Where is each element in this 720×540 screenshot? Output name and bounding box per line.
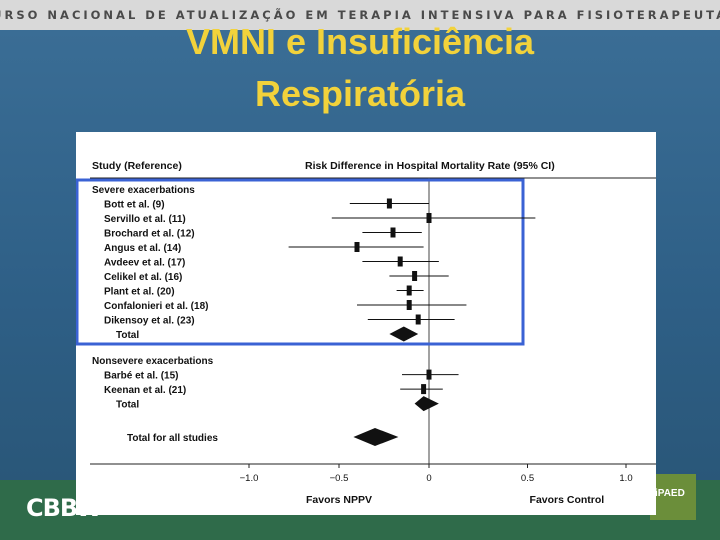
study-label: Barbé et al. (15) [104, 371, 178, 382]
study-label: Confalonieri et al. (18) [104, 301, 208, 312]
point-estimate [406, 300, 412, 310]
point-estimate [415, 314, 421, 325]
x-tick-label: −0.5 [330, 473, 349, 484]
point-estimate [426, 213, 432, 223]
study-label: Angus et al. (14) [104, 243, 181, 254]
slide-title-line-2: Respiratória [254, 73, 466, 114]
pooled-diamond [414, 396, 439, 412]
point-estimate [412, 271, 418, 281]
x-right-label: Favors Control [530, 494, 605, 506]
header-risk-difference: Risk Difference in Hospital Mortality Ra… [305, 160, 555, 172]
point-estimate [354, 242, 360, 252]
x-tick-label: −1.0 [240, 473, 259, 484]
group-label: Nonsevere exacerbations [92, 356, 214, 367]
study-label: Bott et al. (9) [104, 200, 165, 211]
highlight-box [76, 178, 525, 346]
forest-plot: Study (Reference) Risk Difference in Hosp… [76, 160, 656, 506]
study-label: Plant et al. (20) [104, 287, 175, 298]
pooled-diamond [389, 326, 419, 342]
total-label: Total [116, 330, 139, 341]
study-label: Celikel et al. (16) [104, 272, 182, 283]
x-tick-label: 0.5 [521, 473, 534, 484]
point-estimate [421, 384, 427, 395]
point-estimate [390, 227, 396, 238]
point-estimate [426, 369, 432, 380]
point-estimate [406, 285, 412, 296]
x-tick-label: 1.0 [619, 473, 632, 484]
header-study: Study (Reference) [92, 160, 182, 172]
study-label: Avdeev et al. (17) [104, 258, 185, 269]
ipaed-logo: iPAED [655, 488, 685, 499]
x-tick-label: 0 [426, 473, 431, 484]
study-label: Servillo et al. (11) [104, 214, 186, 225]
study-label: Brochard et al. (12) [104, 229, 195, 240]
group-label: Severe exacerbations [92, 185, 195, 196]
ipaed-logo-mark [650, 474, 696, 520]
course-banner: CURSO NACIONAL DE ATUALIZAÇÃO EM TERAPIA… [0, 0, 720, 30]
forest-plot-panel: Study (Reference) Risk Difference in Hosp… [76, 132, 656, 515]
study-label: Keenan et al. (21) [104, 385, 186, 396]
x-left-label: Favors NPPV [306, 494, 372, 506]
overall-label: Total for all studies [127, 433, 218, 444]
point-estimate [386, 198, 392, 209]
overall-diamond [353, 428, 399, 446]
course-title: CURSO NACIONAL DE ATUALIZAÇÃO EM TERAPIA… [0, 8, 720, 22]
point-estimate [397, 256, 403, 267]
slide-title-line-1: VMNI e Insuficiência [185, 21, 535, 62]
study-label: Dikensoy et al. (23) [104, 316, 195, 327]
total-label: Total [116, 400, 139, 411]
